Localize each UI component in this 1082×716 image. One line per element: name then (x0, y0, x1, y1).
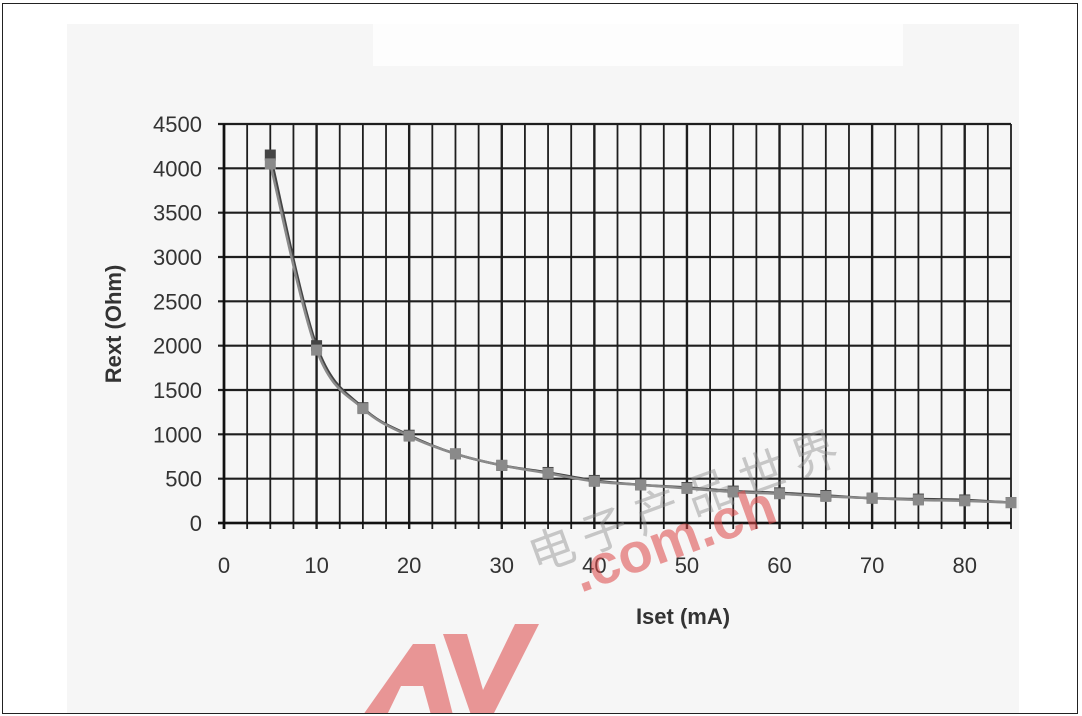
y-tick-label: 2500 (153, 289, 202, 314)
data-point-series-2 (496, 459, 508, 471)
x-tick-label: 60 (767, 553, 791, 578)
data-point-series-2 (542, 467, 554, 479)
data-point-series-2 (912, 494, 924, 506)
series-markers (264, 149, 1017, 509)
y-tick-label: 4000 (153, 156, 202, 181)
data-point-series-2 (449, 448, 461, 460)
data-point-series-2 (264, 158, 276, 170)
x-tick-label: 40 (582, 553, 606, 578)
x-tick-label: 20 (397, 553, 421, 578)
x-tick-label: 50 (675, 553, 699, 578)
x-tick-label: 80 (952, 553, 976, 578)
data-point-series-2 (403, 430, 415, 442)
x-tick-labels: 0 10 20 30 40 50 60 70 80 (218, 553, 977, 578)
x-tick-label: 10 (304, 553, 328, 578)
data-point-series-2 (820, 490, 832, 502)
y-tick-label: 2000 (153, 334, 202, 359)
chart-frame: 0 500 1000 1500 2000 2500 3000 3500 4000 4500 0 10… (2, 3, 1078, 714)
data-point-series-2 (1005, 497, 1017, 509)
data-point-series-2 (959, 495, 971, 507)
x-tick-label: 70 (860, 553, 884, 578)
data-point-series-2 (635, 479, 647, 491)
data-point-series-2 (681, 482, 693, 494)
data-point-series-2 (774, 488, 786, 500)
y-tick-label: 1000 (153, 422, 202, 447)
y-tick-label: 3000 (153, 245, 202, 270)
axes (218, 124, 1011, 529)
data-point-series-1 (264, 149, 276, 161)
chart-background (67, 24, 1019, 713)
data-point-series-2 (311, 344, 323, 356)
line-chart: 0 500 1000 1500 2000 2500 3000 3500 4000 4500 0 10… (101, 112, 1017, 629)
y-tick-label: 0 (190, 511, 202, 536)
y-tick-labels: 0 500 1000 1500 2000 2500 3000 3500 4000 4500 (153, 112, 202, 536)
chart-background-top (373, 24, 903, 66)
data-point-series-2 (357, 403, 369, 415)
watermark-logo (364, 624, 539, 713)
y-tick-label: 3500 (153, 201, 202, 226)
grid (218, 122, 1012, 529)
x-tick-label: 30 (490, 553, 514, 578)
y-tick-label: 4500 (153, 112, 202, 137)
x-axis-title: Iset (mA) (636, 604, 730, 629)
y-tick-label: 500 (165, 467, 202, 492)
data-point-series-2 (588, 475, 600, 487)
data-point-series-2 (727, 486, 739, 498)
x-tick-label: 0 (218, 553, 230, 578)
y-tick-label: 1500 (153, 378, 202, 403)
data-point-series-2 (866, 492, 878, 504)
y-axis-title: Rext (Ohm) (101, 265, 126, 384)
